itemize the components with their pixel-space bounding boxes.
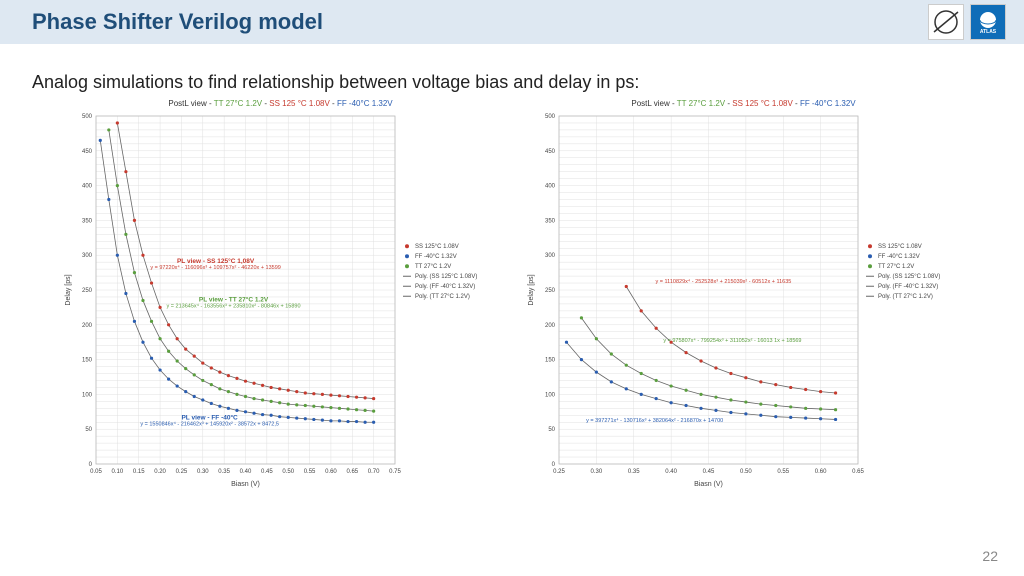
svg-text:Biasn (V): Biasn (V) (231, 481, 260, 488)
svg-text:150: 150 (82, 358, 93, 364)
right-chart-heading: PostL view - TT 27°C 1.2V - SS 125 °C 1.… (631, 99, 855, 108)
svg-text:200: 200 (545, 323, 556, 329)
left-chart-heading: PostL view - TT 27°C 1.2V - SS 125 °C 1.… (168, 99, 392, 108)
svg-text:0: 0 (552, 462, 556, 468)
svg-text:0.25: 0.25 (553, 469, 565, 475)
svg-text:450: 450 (82, 149, 93, 155)
svg-text:0.35: 0.35 (218, 469, 230, 475)
svg-text:0.45: 0.45 (703, 469, 715, 475)
svg-text:FF -40°C 1.32V: FF -40°C 1.32V (878, 254, 920, 260)
svg-text:PL view - TT 27°C 1.2V: PL view - TT 27°C 1.2V (199, 295, 269, 303)
svg-text:0.55: 0.55 (304, 469, 316, 475)
svg-text:300: 300 (82, 253, 93, 259)
svg-text:Poly. (SS 125°C 1.08V): Poly. (SS 125°C 1.08V) (878, 274, 940, 280)
svg-text:0.40: 0.40 (240, 469, 252, 475)
svg-text:0.05: 0.05 (90, 469, 102, 475)
svg-text:Poly. (TT 27°C 1.2V): Poly. (TT 27°C 1.2V) (415, 294, 470, 300)
cern-logo (928, 4, 964, 40)
svg-text:Delay [ps]: Delay [ps] (528, 274, 535, 305)
svg-text:SS 125°C 1.08V: SS 125°C 1.08V (415, 244, 459, 250)
svg-text:300: 300 (545, 253, 556, 259)
svg-text:0.50: 0.50 (740, 469, 752, 475)
svg-text:0.45: 0.45 (261, 469, 273, 475)
left-chart: 0.05 0.10 0.15 0.20 0.25 0.30 0.35 0.40 0.45 0.50… (58, 110, 503, 490)
charts-row: PostL view - TT 27°C 1.2V - SS 125 °C 1.… (0, 99, 1024, 490)
header-logos: ATLAS (928, 4, 1006, 40)
svg-text:0.60: 0.60 (815, 469, 827, 475)
svg-text:Biasn (V): Biasn (V) (694, 481, 723, 488)
right-chart-container: PostL view - TT 27°C 1.2V - SS 125 °C 1.… (521, 99, 966, 490)
svg-text:y = 1550846x⁴ - 216462x³ + 145: y = 1550846x⁴ - 216462x³ + 145920x² - 38… (140, 421, 279, 428)
slide-title: Phase Shifter Verilog model (32, 9, 323, 35)
svg-text:PL view - FF -40°C: PL view - FF -40°C (181, 414, 238, 422)
right-chart: 0.25 0.30 0.35 0.40 0.45 0.50 0.55 0.60 0.65 0 50 1… (521, 110, 966, 490)
svg-text:0.60: 0.60 (325, 469, 337, 475)
svg-text:PL view - SS 125°C 1,08V: PL view - SS 125°C 1,08V (177, 257, 255, 265)
svg-text:0.35: 0.35 (628, 469, 640, 475)
svg-text:500: 500 (82, 114, 93, 120)
svg-text:0.20: 0.20 (154, 469, 166, 475)
svg-text:500: 500 (545, 114, 556, 120)
svg-text:FF -40°C 1.32V: FF -40°C 1.32V (415, 254, 457, 260)
svg-text:200: 200 (82, 323, 93, 329)
svg-text:400: 400 (545, 184, 556, 190)
svg-text:y = 213645x⁴ - 163556x³ + 2358: y = 213645x⁴ - 163556x³ + 235810x² - 808… (167, 302, 301, 309)
slide-subtitle: Analog simulations to find relationship … (32, 72, 1024, 93)
svg-text:350: 350 (82, 218, 93, 224)
svg-text:0.70: 0.70 (368, 469, 380, 475)
svg-text:y = 975807x⁴ - 799254x³ + 3110: y = 975807x⁴ - 799254x³ + 311052x² - 160… (663, 337, 801, 344)
svg-text:100: 100 (82, 392, 93, 398)
svg-text:350: 350 (545, 218, 556, 224)
svg-text:Poly. (SS 125°C 1.08V): Poly. (SS 125°C 1.08V) (415, 274, 477, 280)
svg-text:TT 27°C 1.2V: TT 27°C 1.2V (878, 264, 914, 270)
svg-text:ATLAS: ATLAS (980, 29, 997, 35)
svg-text:400: 400 (82, 184, 93, 190)
left-chart-container: PostL view - TT 27°C 1.2V - SS 125 °C 1.… (58, 99, 503, 490)
svg-text:y = 397271x⁴ - 130716x³ + 3820: y = 397271x⁴ - 130716x³ + 382064x² - 216… (586, 417, 723, 424)
svg-text:50: 50 (85, 427, 92, 433)
svg-text:0.55: 0.55 (777, 469, 789, 475)
svg-text:0: 0 (89, 462, 93, 468)
svg-text:0.15: 0.15 (133, 469, 145, 475)
svg-text:y = 97220x⁴ - 116096x³ + 10975: y = 97220x⁴ - 116096x³ + 109757x² - 4622… (150, 264, 281, 271)
atlas-logo: ATLAS (970, 4, 1006, 40)
svg-text:250: 250 (82, 288, 93, 294)
slide-header: Phase Shifter Verilog model ATLAS (0, 0, 1024, 44)
svg-text:450: 450 (545, 149, 556, 155)
svg-text:0.25: 0.25 (176, 469, 188, 475)
svg-text:0.40: 0.40 (665, 469, 677, 475)
svg-text:0.65: 0.65 (852, 469, 864, 475)
svg-text:0.10: 0.10 (112, 469, 124, 475)
svg-text:SS 125°C 1.08V: SS 125°C 1.08V (878, 244, 922, 250)
svg-text:50: 50 (548, 427, 555, 433)
svg-text:Poly. (FF -40°C 1.32V): Poly. (FF -40°C 1.32V) (878, 284, 938, 290)
svg-text:0.30: 0.30 (197, 469, 209, 475)
svg-text:150: 150 (545, 358, 556, 364)
svg-text:Poly. (TT 27°C 1.2V): Poly. (TT 27°C 1.2V) (878, 294, 933, 300)
svg-text:100: 100 (545, 392, 556, 398)
svg-text:Poly. (FF -40°C 1.32V): Poly. (FF -40°C 1.32V) (415, 284, 475, 290)
svg-text:0.75: 0.75 (389, 469, 401, 475)
svg-text:0.50: 0.50 (282, 469, 294, 475)
page-number: 22 (982, 548, 998, 564)
svg-text:250: 250 (545, 288, 556, 294)
svg-text:Delay [ps]: Delay [ps] (65, 274, 72, 305)
svg-text:TT 27°C 1.2V: TT 27°C 1.2V (415, 264, 451, 270)
svg-text:0.30: 0.30 (591, 469, 603, 475)
svg-text:y = 1110829x⁴ - 252528x³ + 215: y = 1110829x⁴ - 252528x³ + 215039x² - 60… (656, 278, 792, 285)
svg-text:0.65: 0.65 (346, 469, 358, 475)
